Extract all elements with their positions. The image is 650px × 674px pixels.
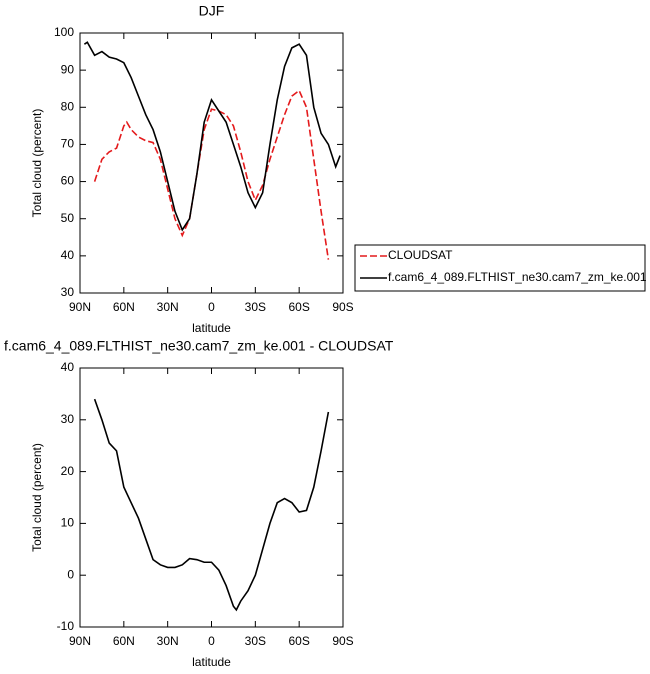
y-tick-label: 20 <box>61 464 75 478</box>
x-tick-label: 0 <box>208 634 215 648</box>
x-tick-label: 30S <box>245 300 266 314</box>
y-tick-label: 100 <box>54 25 74 39</box>
y-tick-label: 90 <box>61 62 75 76</box>
x-tick-label: 30N <box>157 300 179 314</box>
legend-box <box>354 244 646 292</box>
data-line <box>93 398 330 612</box>
y-tick-label: 30 <box>61 412 75 426</box>
y-tick-label: 60 <box>61 174 75 188</box>
x-tick-label: 60N <box>113 634 135 648</box>
legend-label: CLOUDSAT <box>388 248 453 262</box>
y-tick-label: 80 <box>61 99 75 113</box>
y-tick-label: 10 <box>61 516 75 530</box>
data-line <box>83 41 341 232</box>
data-line <box>93 89 330 260</box>
y-tick-label: 30 <box>61 285 75 299</box>
x-tick-label: 60S <box>288 634 309 648</box>
x-axis-label: latitude <box>192 655 231 669</box>
x-tick-label: 30S <box>245 634 266 648</box>
plot-frame <box>79 367 344 628</box>
x-axis-label: latitude <box>192 321 231 335</box>
y-axis-label: Total cloud (percent) <box>30 443 44 552</box>
legend-label: f.cam6_4_089.FLTHIST_ne30.cam7_zm_ke.001 <box>388 270 647 284</box>
x-tick-label: 60S <box>288 300 309 314</box>
y-tick-label: -10 <box>57 619 75 633</box>
x-tick-label: 90S <box>332 300 353 314</box>
y-axis-label: Total cloud (percent) <box>30 109 44 218</box>
y-tick-label: 40 <box>61 360 75 374</box>
x-tick-label: 90N <box>69 634 91 648</box>
x-tick-label: 30N <box>157 634 179 648</box>
y-tick-label: 40 <box>61 248 75 262</box>
chart-title: DJF <box>199 3 225 19</box>
y-tick-label: 50 <box>61 211 75 225</box>
x-tick-label: 60N <box>113 300 135 314</box>
x-tick-label: 90N <box>69 300 91 314</box>
y-tick-label: 70 <box>61 137 75 151</box>
x-tick-label: 0 <box>208 300 215 314</box>
y-tick-label: 0 <box>67 567 74 581</box>
x-tick-label: 90S <box>332 634 353 648</box>
chart-title: f.cam6_4_089.FLTHIST_ne30.cam7_zm_ke.001… <box>4 338 394 354</box>
plot-frame <box>79 32 344 294</box>
